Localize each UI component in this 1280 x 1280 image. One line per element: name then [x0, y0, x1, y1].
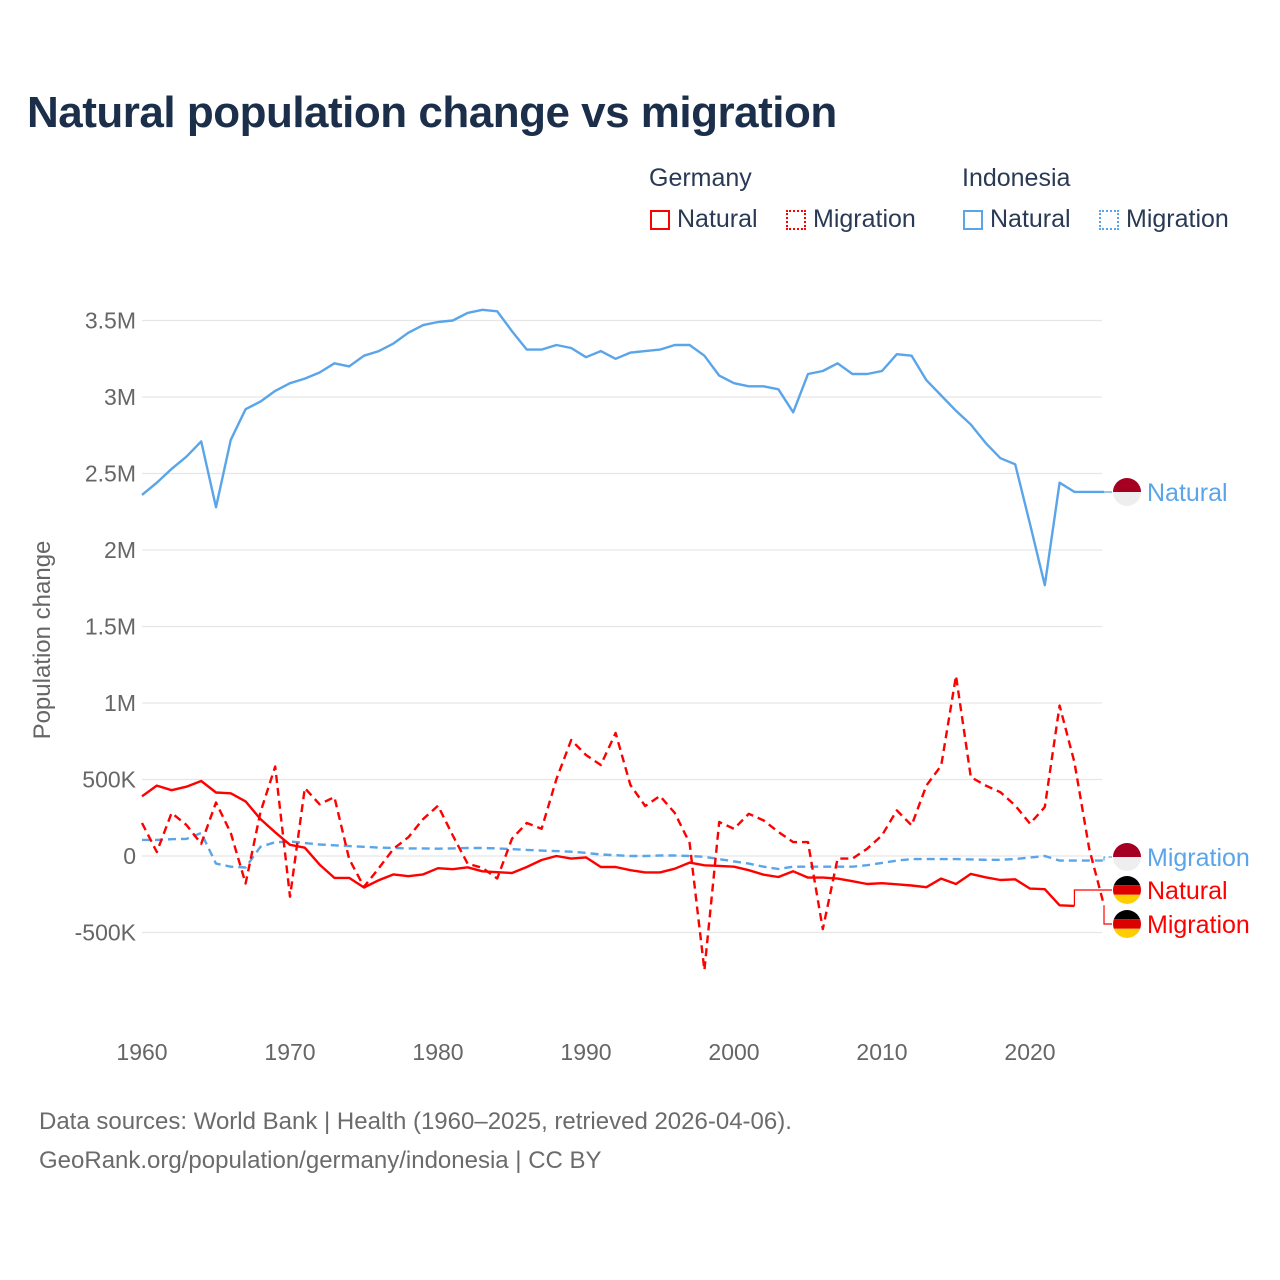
series-line-indonesia-migration [142, 831, 1104, 871]
legend-swatch-dotted-blue [1099, 209, 1119, 230]
germany-flag-icon [1113, 910, 1141, 938]
x-tick-label: 2020 [1004, 1039, 1055, 1065]
indonesia-flag-icon [1113, 478, 1141, 506]
y-tick-label: 500K [82, 767, 136, 793]
series-line-indonesia-natural [141, 308, 1104, 587]
flag-black [1113, 910, 1141, 920]
series-end-label: Natural [1147, 877, 1228, 905]
legend-label: Migration [1126, 205, 1229, 233]
flag-gold [1113, 894, 1141, 904]
series-end-label: Migration [1147, 911, 1250, 939]
flag-red [1113, 843, 1141, 857]
y-tick-label: 1.5M [85, 614, 136, 640]
germany-flag-icon [1113, 876, 1141, 904]
footer-sources: Data sources: World Bank | Health (1960–… [39, 1108, 792, 1135]
x-tick-label: 1990 [560, 1039, 611, 1065]
legend-indonesia-natural[interactable]: Natural [963, 205, 1071, 234]
y-tick-label: -500K [75, 920, 137, 946]
series-end-label: Migration [1147, 844, 1250, 872]
series-line-germany-natural [141, 779, 1075, 908]
flag-black [1113, 876, 1141, 886]
x-tick-label: 2010 [856, 1039, 907, 1065]
y-tick-label: 1M [104, 690, 136, 716]
flag-red [1113, 478, 1141, 492]
legend-label: Natural [677, 205, 758, 233]
y-tick-label: 2M [104, 537, 136, 563]
flag-red [1113, 885, 1141, 895]
x-tick-label: 2000 [708, 1039, 759, 1065]
legend-swatch-solid-red [650, 209, 670, 230]
footer-link[interactable]: GeoRank.org/population/germany/indonesia… [39, 1147, 602, 1174]
legend-label: Natural [990, 205, 1071, 233]
x-tick-label: 1970 [264, 1039, 315, 1065]
legend-germany-natural[interactable]: Natural [650, 205, 758, 234]
y-tick-label: 0 [123, 843, 136, 869]
legend-swatch-solid-blue [963, 209, 983, 230]
legend-label: Migration [813, 205, 916, 233]
label-connector [1103, 905, 1112, 925]
chart-title: Natural population change vs migration [27, 88, 837, 137]
y-tick-label: 3M [104, 384, 136, 410]
legend-group-indonesia: Indonesia [962, 164, 1071, 192]
y-tick-label: 2.5M [85, 461, 136, 487]
legend-germany-migration[interactable]: Migration [786, 205, 916, 234]
legend-swatch-dotted-red [786, 209, 806, 230]
series-end-label: Natural [1147, 479, 1228, 507]
series-line-germany-migration [140, 674, 1106, 972]
label-connector [1103, 856, 1112, 861]
y-tick-label: 3.5M [85, 308, 136, 334]
label-connector [1073, 889, 1112, 906]
x-tick-label: 1960 [116, 1039, 167, 1065]
flag-gold [1113, 928, 1141, 938]
indonesia-flag-icon [1113, 843, 1141, 871]
x-tick-label: 1980 [412, 1039, 463, 1065]
flag-red [1113, 919, 1141, 929]
legend-group-germany: Germany [649, 164, 752, 192]
legend-indonesia-migration[interactable]: Migration [1099, 205, 1229, 234]
y-axis-title: Population change [29, 541, 56, 740]
